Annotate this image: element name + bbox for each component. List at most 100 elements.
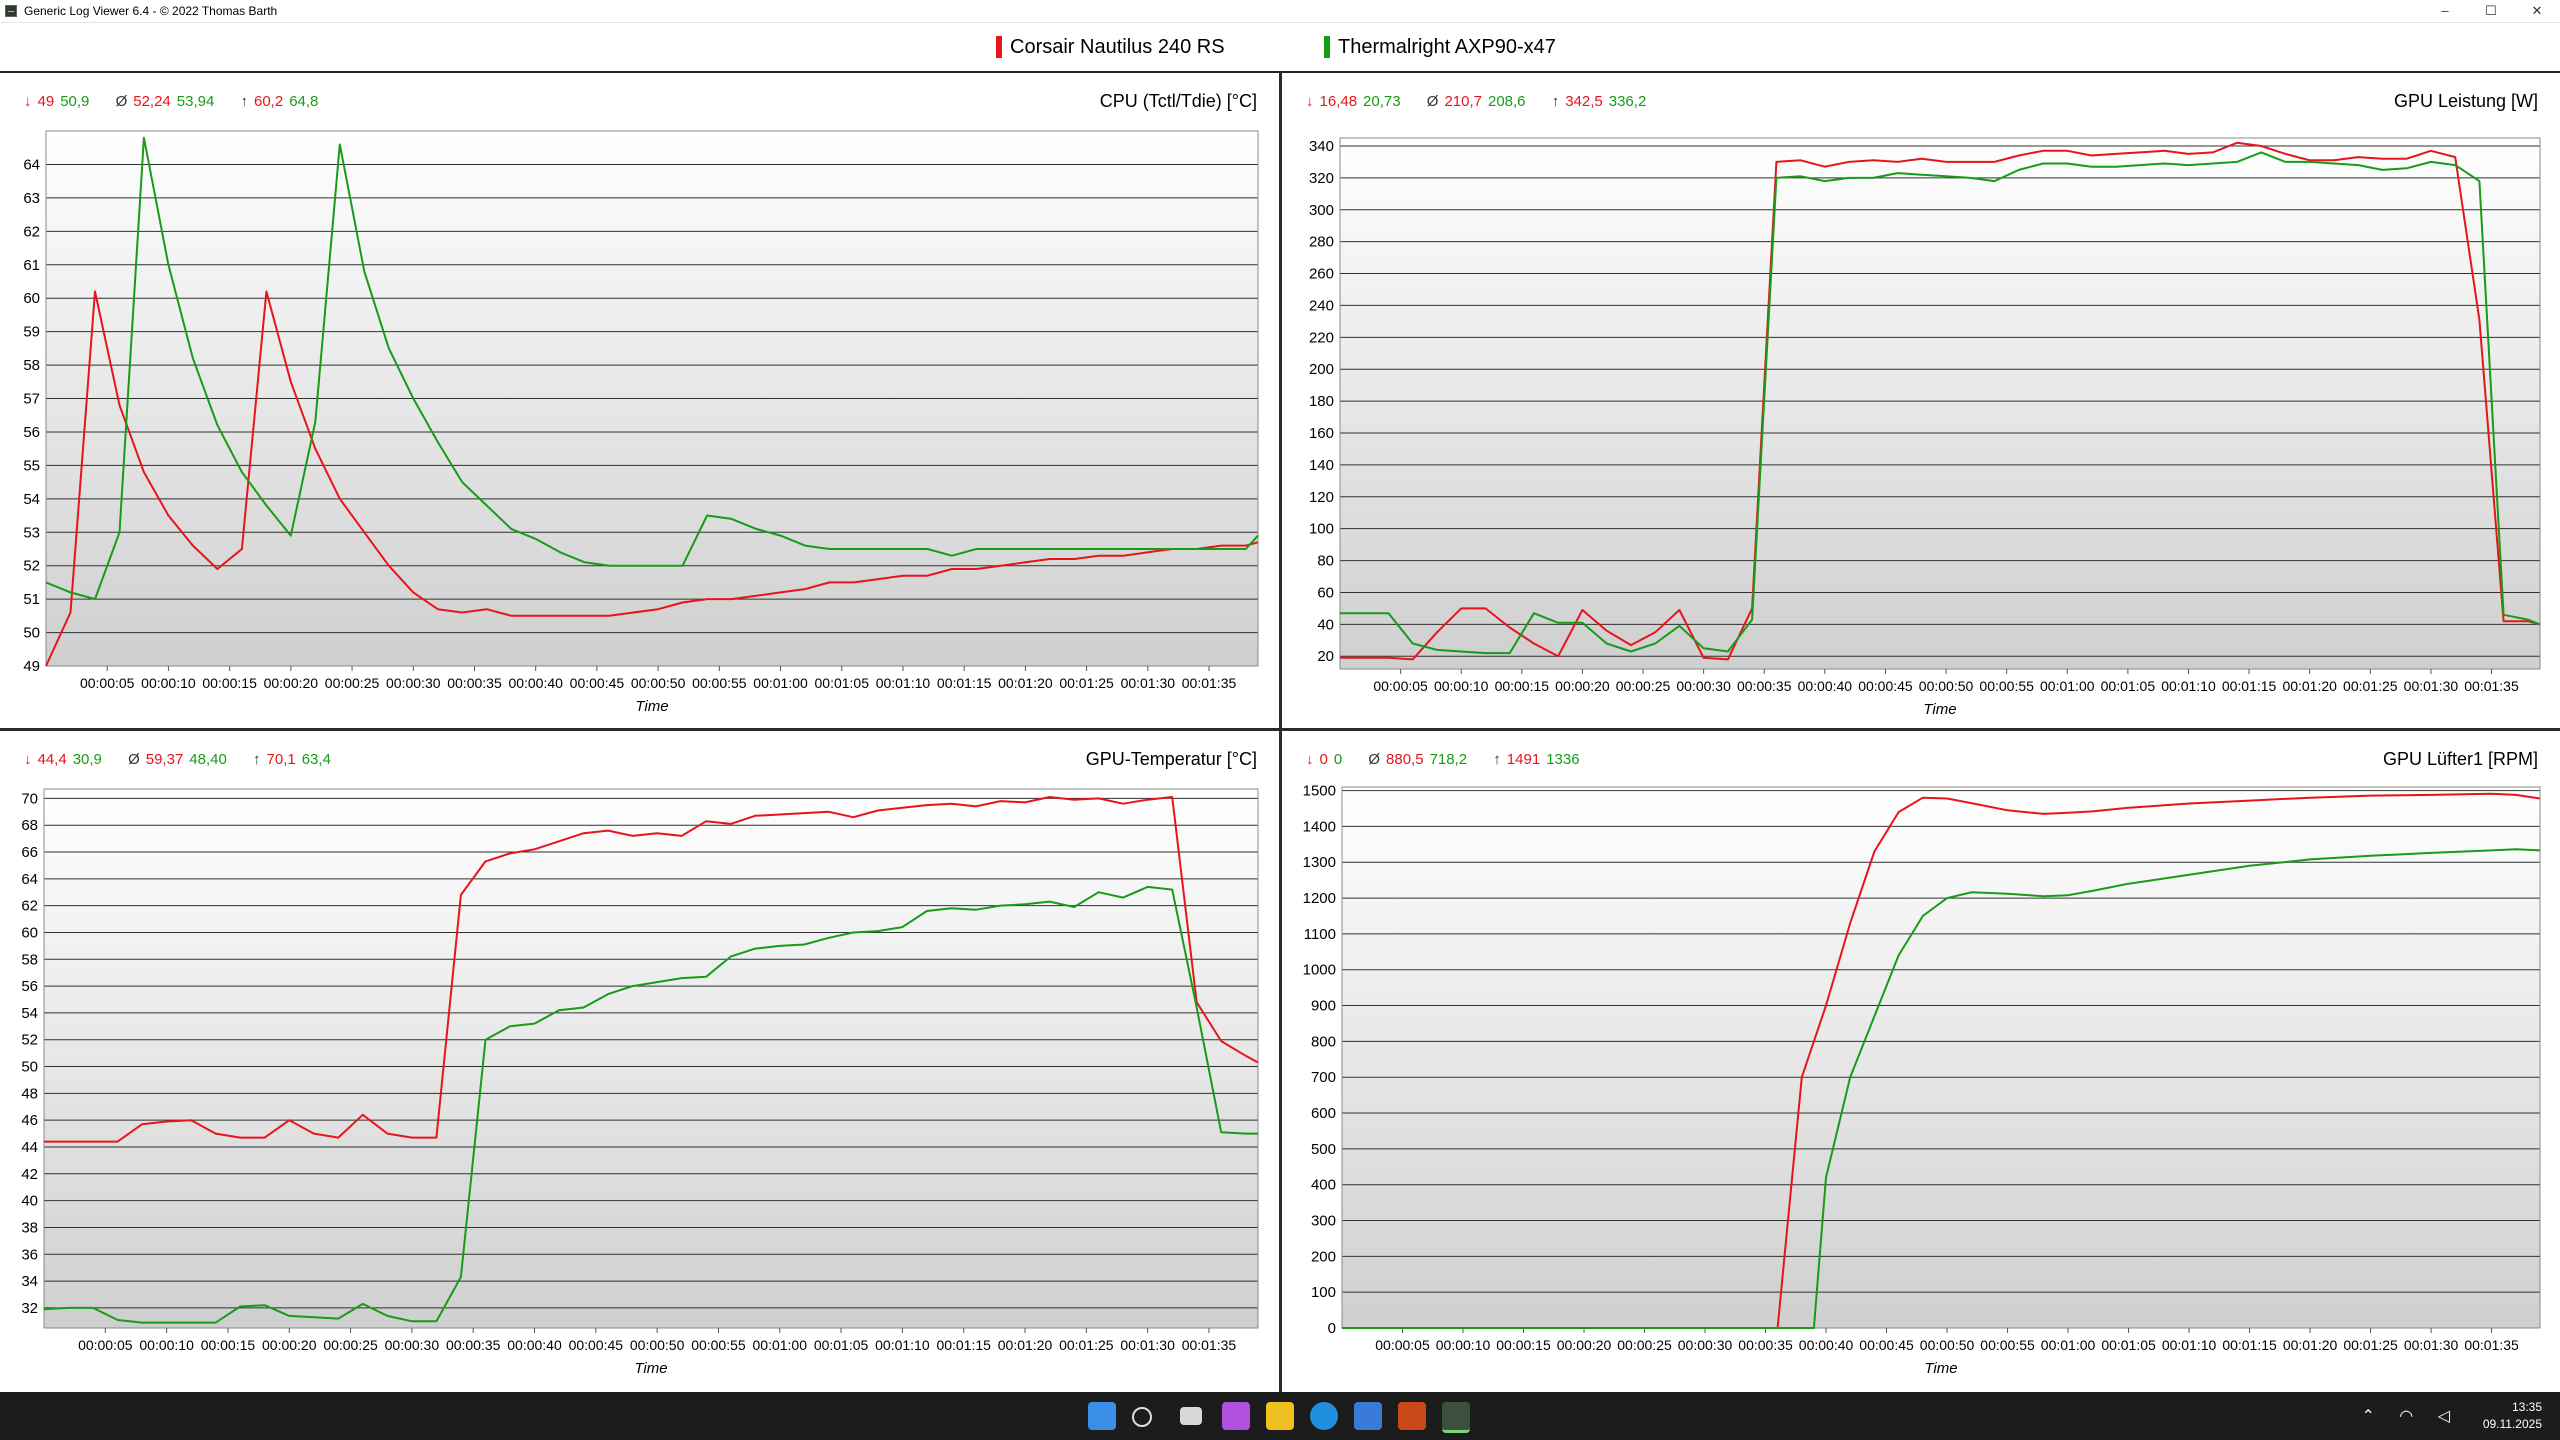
- y-tick-label: 62: [21, 898, 38, 915]
- series-line-1[interactable]: [45, 290, 1259, 667]
- series-line-1[interactable]: [44, 796, 1259, 1143]
- start-icon[interactable]: [1088, 1402, 1116, 1430]
- chart-panel-gpu-temp: ↓ 44,4 30,9 Ø 59,37 48,40 ↑ 70,1 63,4 GPU-Temp…: [0, 731, 1279, 1392]
- x-tick-label: 00:00:40: [1799, 1337, 1854, 1353]
- x-tick-label: 00:00:20: [264, 675, 319, 691]
- file-explorer-icon[interactable]: [1266, 1402, 1294, 1430]
- y-tick-label: 1500: [1303, 783, 1336, 800]
- x-tick-label: 00:01:30: [1120, 1337, 1175, 1353]
- stat-avg-series2: 718,2: [1429, 751, 1468, 768]
- x-tick-label: 00:00:55: [691, 1337, 746, 1353]
- x-tick-label: 00:00:30: [1676, 678, 1731, 694]
- maximize-button[interactable]: ☐: [2485, 3, 2497, 18]
- task-view-icon[interactable]: [1180, 1407, 1202, 1425]
- legend-swatch-green: [1324, 36, 1330, 58]
- y-tick-label: 400: [1311, 1177, 1336, 1194]
- y-tick-label: 48: [21, 1085, 38, 1102]
- series-line-2[interactable]: [1340, 151, 2541, 655]
- x-tick-label: 00:01:15: [2222, 678, 2277, 694]
- y-tick-label: 100: [1311, 1284, 1336, 1301]
- chart-svg[interactable]: 32 34 36 38 40 42 44 46 48 50 52 54 56 58 60 62 64 66 68 70…: [0, 731, 1279, 1392]
- x-tick-label: 00:01:00: [753, 1337, 808, 1353]
- system-tray-icons[interactable]: ⌃ ◠ ◁: [2361, 1408, 2460, 1425]
- y-tick-label: 500: [1311, 1141, 1336, 1158]
- x-tick-label: 00:00:15: [1496, 1337, 1551, 1353]
- y-tick-label: 160: [1309, 425, 1334, 442]
- log-viewer-icon[interactable]: [1442, 1402, 1470, 1433]
- app-icon-orange[interactable]: [1398, 1402, 1426, 1430]
- plot-border: [1341, 786, 2541, 1329]
- series-line-1[interactable]: [1340, 141, 2541, 661]
- y-tick-label: 60: [23, 290, 40, 307]
- y-tick-label: 66: [21, 844, 38, 861]
- chart-svg[interactable]: 20 40 60 80 100 120 140 160 180 200 220 240 260 280 30…: [1282, 73, 2560, 728]
- y-tick-label: 80: [1317, 553, 1334, 570]
- stat-avg-series2: 48,40: [189, 751, 227, 768]
- y-tick-label: 1100: [1304, 926, 1336, 943]
- y-tick-label: 340: [1309, 138, 1334, 155]
- y-tick-label: 54: [23, 491, 40, 508]
- legend-bar: Corsair Nautilus 240 RS Thermalright AXP…: [0, 23, 2560, 73]
- y-tick-label: 260: [1309, 266, 1334, 283]
- chart-svg[interactable]: 49 50 51 52 53 54 55 56 57 58 59 60 61 62 63 64 00:00:05…: [0, 73, 1279, 728]
- x-tick-label: 00:00:35: [446, 1337, 501, 1353]
- x-tick-label: 00:01:00: [2041, 1337, 2096, 1353]
- y-tick-label: 56: [23, 424, 40, 441]
- y-tick-label: 200: [1309, 361, 1334, 378]
- y-tick-label: 100: [1309, 521, 1334, 538]
- copilot-icon[interactable]: [1222, 1402, 1250, 1430]
- min-label: ↓: [24, 751, 32, 768]
- x-tick-label: 00:00:45: [1859, 1337, 1914, 1353]
- x-tick-label: 00:01:25: [2343, 678, 2398, 694]
- stat-avg-series1: 59,37: [145, 751, 184, 768]
- stats-line: ↓ 16,48 20,73 Ø 210,7 208,6 ↑ 342,5 336,2: [1306, 93, 1652, 110]
- chart-title: CPU (Tctl/Tdie) [°C]: [1099, 91, 1257, 111]
- stat-avg-series1: 210,7: [1444, 93, 1482, 110]
- x-tick-label: 00:00:55: [1980, 1337, 2035, 1353]
- plot-border: [45, 130, 1259, 667]
- clock-time: 13:35: [2511, 1400, 2542, 1414]
- chart-svg[interactable]: 0 100 200 300 400 500 600 700 800 900 1000 1100 1200…: [1282, 731, 2560, 1392]
- taskbar: ⌃ ◠ ◁ 13:35 09.11.2025: [0, 1392, 2560, 1440]
- y-tick-label: 120: [1309, 489, 1334, 506]
- x-tick-label: 00:00:10: [141, 675, 196, 691]
- clock[interactable]: 13:35 09.11.2025: [2483, 1399, 2542, 1433]
- y-tick-label: 50: [23, 625, 40, 642]
- series-line-2[interactable]: [1342, 848, 2541, 1329]
- stat-min-series2: 30,9: [72, 751, 102, 768]
- y-tick-label: 58: [21, 951, 38, 968]
- series-line-2[interactable]: [45, 136, 1259, 601]
- x-tick-label: 00:01:35: [2464, 1337, 2519, 1353]
- x-tick-label: 00:00:35: [1737, 678, 1792, 694]
- edge-icon[interactable]: [1310, 1402, 1338, 1430]
- minimize-button[interactable]: –: [2441, 3, 2449, 18]
- legend-item-thermalright[interactable]: Thermalright AXP90-x47: [1324, 35, 1556, 59]
- y-tick-label: 1400: [1303, 818, 1336, 835]
- y-tick-label: 46: [21, 1112, 38, 1129]
- x-tick-label: 00:01:10: [2161, 678, 2216, 694]
- window-title: Generic Log Viewer 6.4 - © 2022 Thomas B…: [24, 4, 278, 18]
- y-tick-label: 53: [23, 524, 40, 541]
- max-label: ↑: [240, 93, 249, 110]
- search-icon[interactable]: [1132, 1407, 1152, 1427]
- close-button[interactable]: ✕: [2531, 3, 2543, 18]
- series-line-2[interactable]: [43, 885, 1258, 1324]
- y-tick-label: 240: [1309, 297, 1334, 314]
- y-tick-label: 0: [1328, 1320, 1336, 1337]
- x-tick-label: 00:00:30: [1678, 1337, 1733, 1353]
- plot-area: [1340, 138, 2540, 669]
- y-tick-label: 34: [21, 1273, 38, 1290]
- x-tick-label: 00:00:35: [447, 675, 502, 691]
- app-icon-blue[interactable]: [1354, 1402, 1382, 1430]
- y-tick-label: 42: [21, 1166, 38, 1183]
- stat-max-series1: 70,1: [266, 751, 296, 768]
- x-tick-label: 00:00:20: [1557, 1337, 1612, 1353]
- app-icon: [5, 5, 17, 17]
- y-tick-label: 49: [23, 658, 40, 675]
- min-label: ↓: [24, 93, 32, 110]
- plot-area: [44, 789, 1258, 1328]
- y-tick-label: 36: [21, 1246, 38, 1263]
- plot-border: [1339, 137, 2541, 670]
- legend-item-corsair[interactable]: Corsair Nautilus 240 RS: [996, 35, 1225, 59]
- x-tick-label: 00:00:05: [1375, 1337, 1430, 1353]
